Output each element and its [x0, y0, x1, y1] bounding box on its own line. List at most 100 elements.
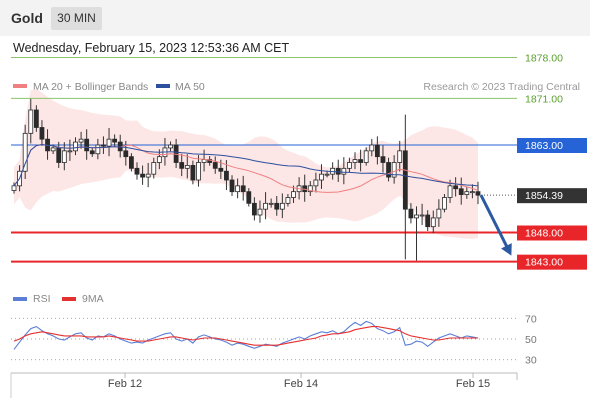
candle-body [369, 144, 375, 152]
candle [430, 210, 436, 234]
candle-body [246, 191, 252, 204]
candle-body [475, 191, 481, 196]
candle [235, 178, 241, 199]
candle [319, 164, 324, 189]
candle [397, 140, 403, 172]
candle [67, 139, 73, 161]
candle [268, 198, 274, 208]
candle [112, 134, 118, 147]
legend-swatch-9ma [62, 297, 76, 301]
level-label-1878.00: 1878.00 [525, 53, 563, 65]
candle-body [145, 173, 151, 178]
candle [313, 172, 319, 193]
legend-swatch-ma20 [13, 84, 27, 88]
candle-body [11, 185, 17, 191]
candle-body [324, 173, 330, 176]
candle [22, 124, 28, 180]
level-tag-box [517, 138, 587, 153]
candle [380, 145, 386, 173]
candle [151, 157, 157, 179]
level-tag-1863.00: 1863.00 [517, 138, 587, 153]
candle [386, 157, 391, 182]
candle [464, 186, 470, 199]
candle [358, 149, 364, 172]
candle-body [464, 191, 470, 195]
candle-body [425, 214, 431, 228]
candle-body [78, 138, 84, 143]
candle [436, 199, 442, 227]
candle [291, 185, 296, 203]
level-tag-text: 1863.00 [525, 140, 563, 152]
candle [374, 136, 380, 165]
candle [257, 200, 263, 223]
instrument-title: Gold [11, 10, 43, 26]
ma50-line [13, 143, 479, 187]
rsi-series-9ma [13, 326, 478, 346]
candle [285, 194, 291, 207]
level-tag-1848.00: 1848.00 [517, 225, 587, 241]
candle-body [61, 150, 67, 163]
legend-swatch-rsi [13, 297, 27, 301]
candle-body [123, 150, 129, 158]
candle-body [179, 162, 185, 169]
x-label-1: Feb 14 [284, 378, 318, 390]
candle-body [453, 185, 459, 190]
candle-body [397, 150, 403, 163]
level-tag-text: 1843.00 [525, 257, 563, 269]
candle-body [263, 202, 268, 210]
candle [207, 156, 213, 166]
candle-body [151, 162, 157, 175]
candle-body [352, 159, 358, 163]
candle-body [285, 197, 291, 204]
candle-body [39, 127, 45, 140]
datetime-label: Wednesday, February 15, 2023 12:53:36 AM… [13, 41, 290, 55]
legend-label-9ma: 9MA [82, 293, 104, 305]
candle-body [414, 214, 419, 219]
candle-body [190, 165, 196, 181]
candle-body [374, 144, 380, 158]
candle [168, 141, 173, 152]
candle-body [134, 167, 140, 175]
candle [335, 159, 341, 182]
candle [279, 193, 285, 219]
candle-body [363, 150, 369, 163]
candle [11, 182, 17, 194]
candle [453, 177, 459, 197]
candle-body [156, 156, 162, 163]
candle [128, 153, 134, 172]
candle-body [201, 159, 207, 163]
x-label-2: Feb 15 [456, 378, 490, 390]
level-tag-1843.00: 1843.00 [517, 254, 587, 270]
candle [106, 127, 112, 157]
candle [274, 195, 280, 216]
candle-body [212, 162, 218, 169]
candle-body [28, 109, 34, 134]
candle [352, 152, 358, 170]
header-bar: Gold 30 MIN [0, 0, 590, 36]
timeframe-button[interactable]: 30 MIN [51, 7, 102, 30]
candle-body [279, 202, 285, 210]
legend-label-ma20: MA 20 + Bollinger Bands [33, 81, 148, 93]
candle-body [229, 179, 235, 193]
current-price-text: 1854.39 [525, 190, 563, 202]
forecast-arrow-shaft [479, 194, 512, 254]
level-tag-box [517, 225, 587, 241]
candle-body [268, 202, 274, 205]
candle-body [380, 156, 386, 163]
rsi-tick-30: 30 [525, 355, 537, 367]
candle-body [240, 185, 246, 193]
level-tag-text: 1848.00 [525, 228, 563, 240]
candle-body [106, 138, 112, 147]
candle-body [50, 147, 56, 152]
candle [402, 114, 408, 260]
candle-body [251, 202, 257, 216]
candle-body [73, 141, 78, 152]
candle [363, 147, 369, 166]
candle [442, 194, 447, 213]
candle [134, 162, 140, 180]
candle-body [436, 208, 442, 219]
candle-body [430, 217, 436, 228]
candle-body [274, 202, 280, 210]
candle-body [218, 167, 224, 172]
